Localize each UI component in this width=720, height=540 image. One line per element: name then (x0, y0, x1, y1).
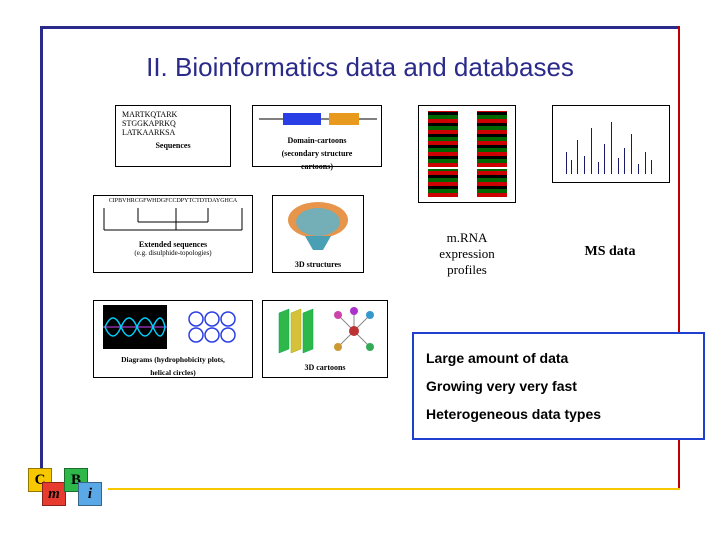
heatmap-icon (477, 111, 507, 167)
ext-caption1: Extended sequences (96, 240, 250, 249)
left-rule (40, 26, 43, 488)
seq-line: LATKAARKSA (122, 128, 224, 137)
helical-circles-icon (180, 305, 244, 349)
seq-line: STGGKAPRKQ (122, 119, 224, 128)
domain-caption2: (secondary structure (255, 149, 379, 158)
panel-3d-structures: 3D structures (272, 195, 364, 273)
panel-3d-cartoons: 3D cartoons (262, 300, 388, 378)
molecule-icon (328, 305, 380, 357)
diag-caption2: helical circles) (96, 368, 250, 377)
heatmap-icon (428, 169, 458, 197)
diag-caption1: Diagrams (hydrophobicity plots, (96, 355, 250, 364)
hydrophobicity-icon (103, 305, 167, 349)
ext-caption2: (e.g. disulphide-topologies) (96, 249, 250, 257)
label-mrna: m.RNA expression profiles (418, 230, 516, 278)
domain-cartoon-icon (255, 108, 381, 130)
callout-line: Growing very very fast (426, 372, 691, 400)
logo-i: i (78, 482, 102, 506)
panel-diagrams: Diagrams (hydrophobicity plots, helical … (93, 300, 253, 378)
ribbon-icon (271, 305, 317, 357)
top-rule (40, 26, 680, 29)
panel-mrna-heatmap (418, 105, 516, 203)
struct-caption: 3D structures (275, 260, 361, 269)
callout-line: Large amount of data (426, 344, 691, 372)
panel-sequences: MARTKQTARK STGGKAPRKQ LATKAARKSA Sequenc… (115, 105, 231, 167)
heatmap-icon (428, 111, 458, 167)
seq-caption: Sequences (122, 141, 224, 150)
logo-m: m (42, 482, 66, 506)
panel-extended-sequences: CIPBVHRCGFWHDGFCCDPYTCTDTDAYGHCA Extende… (93, 195, 253, 273)
slide: II. Bioinformatics data and databases MA… (0, 0, 720, 540)
heatmap-icon (477, 169, 507, 197)
domain-caption1: Domain-cartoons (255, 136, 379, 145)
panel-ms-spectrum (552, 105, 670, 183)
slide-title: II. Bioinformatics data and databases (0, 52, 720, 83)
spectrum-icon (555, 108, 667, 180)
topology-icon (98, 204, 248, 234)
panel-domain-cartoons: Domain-cartoons (secondary structure car… (252, 105, 382, 167)
label-ms: MS data (560, 244, 660, 260)
cartoon-caption: 3D cartoons (265, 363, 385, 372)
callout-line: Heterogeneous data types (426, 400, 691, 428)
domain-caption3: cartoons) (255, 162, 379, 171)
callout-box: Large amount of data Growing very very f… (412, 332, 705, 440)
bottom-rule (108, 488, 680, 490)
seq-line: MARTKQTARK (122, 110, 224, 119)
protein-icon (275, 198, 361, 254)
